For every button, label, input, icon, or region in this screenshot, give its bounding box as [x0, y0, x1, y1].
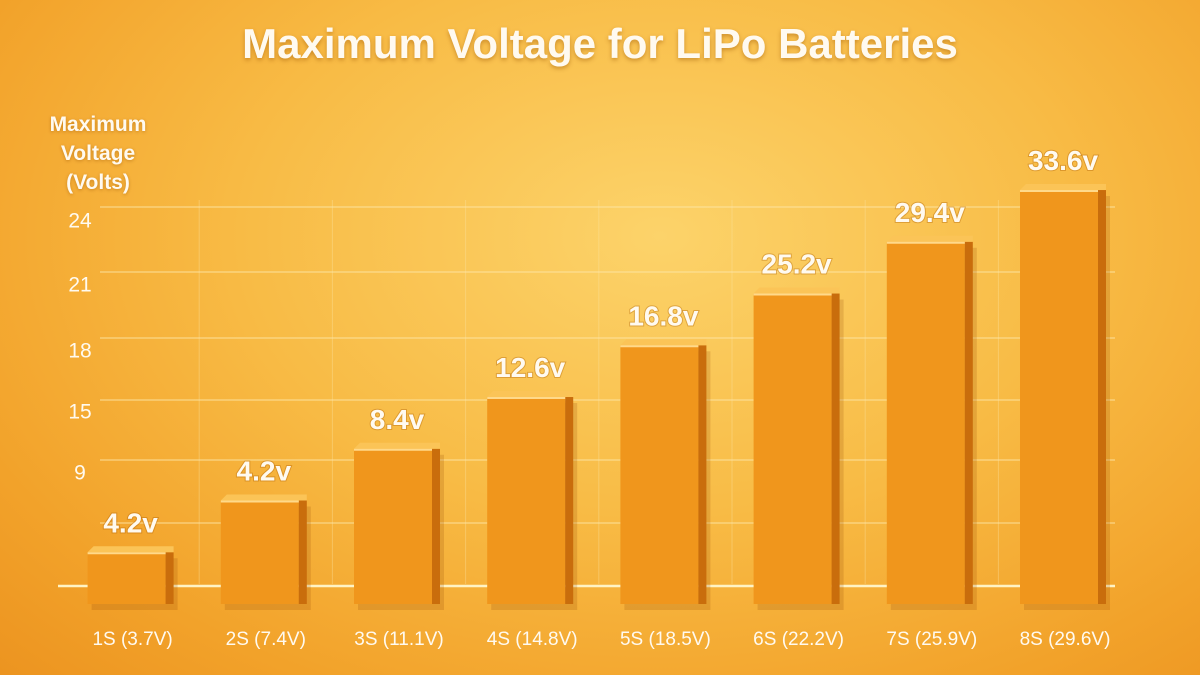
- x-category-label: 3S (11.1V): [354, 629, 443, 650]
- bar: [886, 235, 977, 611]
- bar-front: [220, 500, 299, 604]
- bar: [753, 287, 844, 610]
- bar-data-label: 16.8v: [628, 300, 698, 331]
- bar-data-label: 4.2v: [237, 456, 292, 487]
- bar-front: [354, 448, 432, 604]
- x-category-label: 1S (3.7V): [92, 629, 172, 650]
- bar: [620, 339, 711, 610]
- x-category-label: 6S (22.2V): [753, 629, 844, 650]
- bar-data-label: 25.2v: [762, 249, 832, 280]
- bar-top: [886, 235, 973, 242]
- bar-side: [165, 552, 174, 604]
- bar-data-label: 4.2v: [103, 507, 158, 538]
- bar-side: [298, 500, 307, 604]
- x-category-label: 8S (29.6V): [1020, 629, 1111, 650]
- bar-front: [87, 552, 166, 604]
- y-tick-label: 18: [68, 340, 91, 363]
- bar-front: [620, 345, 699, 604]
- bar-top: [354, 442, 440, 449]
- bar-side: [964, 241, 973, 605]
- bar-side: [698, 345, 707, 604]
- bar-data-label: 8.4v: [370, 404, 425, 435]
- y-tick-label: 21: [68, 274, 91, 297]
- bar-data-label: 33.6v: [1028, 145, 1098, 176]
- bar-top: [220, 494, 307, 501]
- bar-top: [753, 287, 840, 294]
- y-tick-label: 15: [68, 401, 91, 424]
- bar-front: [753, 293, 832, 604]
- x-category-label: 7S (25.9V): [886, 629, 977, 650]
- bar-side: [831, 293, 840, 604]
- y-axis-title-line: Maximum: [49, 113, 147, 136]
- bar-front: [886, 241, 965, 605]
- bar-front: [487, 397, 566, 604]
- bar: [354, 442, 444, 610]
- x-category-label: 5S (18.5V): [620, 629, 711, 650]
- y-tick-label: 24: [68, 210, 92, 233]
- y-axis-title-line: Voltage: [60, 142, 136, 165]
- bar-top: [1020, 184, 1106, 191]
- bar: [87, 546, 178, 610]
- x-category-label: 2S (7.4V): [226, 629, 306, 650]
- bar-front: [1020, 190, 1098, 604]
- bar-side: [432, 448, 440, 604]
- bar: [220, 494, 311, 610]
- x-category-label: 4S (14.8V): [487, 629, 578, 650]
- bar: [1020, 184, 1110, 610]
- y-axis-title: Maximum Voltage (Volts): [28, 110, 168, 197]
- bar-side: [1098, 190, 1106, 604]
- y-axis-title-line: (Volts): [66, 171, 130, 194]
- bar-side: [565, 397, 574, 604]
- chart-title: Maximum Voltage for LiPo Batteries: [242, 20, 958, 67]
- bar-top: [87, 546, 174, 553]
- bar-data-label: 12.6v: [495, 352, 565, 383]
- bar: [487, 391, 578, 610]
- bar-data-label: 29.4v: [895, 197, 965, 228]
- bar-top: [620, 339, 707, 346]
- y-tick-label: 9: [74, 462, 86, 485]
- bar-top: [487, 391, 574, 398]
